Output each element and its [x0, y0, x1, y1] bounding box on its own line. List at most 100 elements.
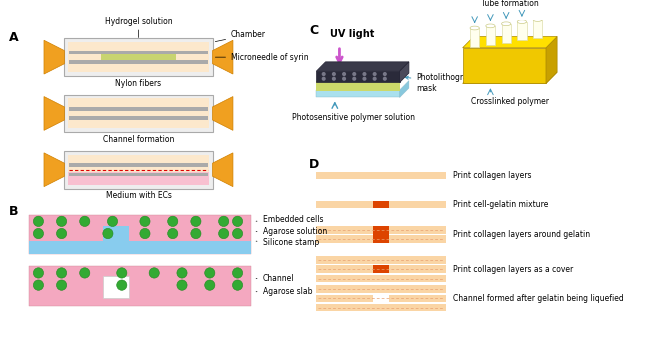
- Circle shape: [332, 77, 336, 81]
- Polygon shape: [213, 153, 233, 187]
- Bar: [64, 95, 213, 132]
- Circle shape: [352, 77, 356, 81]
- Bar: [317, 285, 446, 293]
- Bar: [373, 294, 389, 302]
- Bar: [373, 201, 389, 208]
- Bar: [69, 163, 208, 167]
- Circle shape: [149, 268, 159, 278]
- Bar: [373, 266, 389, 273]
- Circle shape: [218, 228, 229, 239]
- Text: Silicone stamp: Silicone stamp: [256, 238, 318, 248]
- Text: B: B: [9, 205, 18, 218]
- Bar: [317, 235, 446, 243]
- Bar: [69, 60, 208, 64]
- Bar: [68, 42, 209, 72]
- Circle shape: [33, 268, 44, 278]
- Bar: [101, 54, 176, 61]
- Circle shape: [80, 268, 90, 278]
- Circle shape: [332, 72, 336, 76]
- Text: UV light: UV light: [330, 29, 374, 39]
- Circle shape: [33, 228, 44, 239]
- Circle shape: [57, 268, 67, 278]
- Polygon shape: [44, 153, 64, 187]
- Bar: [68, 172, 209, 185]
- Text: Hydrogel solution: Hydrogel solution: [105, 17, 172, 26]
- Circle shape: [322, 77, 326, 81]
- Polygon shape: [44, 97, 64, 130]
- Text: Crosslinked polymer: Crosslinked polymer: [471, 97, 549, 105]
- Text: Channel: Channel: [256, 274, 294, 283]
- Circle shape: [205, 280, 215, 290]
- Bar: [103, 226, 129, 252]
- Text: Channel formed after gelatin being liquefied: Channel formed after gelatin being lique…: [453, 294, 624, 303]
- Circle shape: [342, 77, 346, 81]
- Polygon shape: [400, 81, 409, 98]
- Bar: [533, 19, 542, 38]
- Circle shape: [117, 268, 127, 278]
- Text: Agarose slab: Agarose slab: [256, 287, 312, 296]
- Text: Agarose solution: Agarose solution: [256, 227, 327, 236]
- Text: Nylon fibers: Nylon fibers: [116, 79, 162, 88]
- Bar: [29, 215, 252, 254]
- Circle shape: [57, 228, 67, 239]
- Bar: [317, 266, 446, 273]
- Ellipse shape: [470, 26, 479, 30]
- Text: Print collagen layers as a cover: Print collagen layers as a cover: [453, 265, 573, 274]
- Bar: [317, 226, 446, 234]
- Bar: [103, 276, 129, 298]
- Circle shape: [363, 72, 367, 76]
- Circle shape: [107, 216, 118, 226]
- Bar: [486, 26, 495, 45]
- Bar: [317, 304, 446, 311]
- Text: Print collagen layers: Print collagen layers: [453, 171, 532, 180]
- Bar: [69, 116, 208, 120]
- Circle shape: [191, 228, 201, 239]
- Circle shape: [33, 216, 44, 226]
- Bar: [29, 266, 252, 306]
- Bar: [317, 81, 400, 90]
- Bar: [317, 294, 446, 302]
- Bar: [64, 38, 213, 76]
- Text: A: A: [9, 31, 18, 44]
- Circle shape: [205, 268, 215, 278]
- Bar: [64, 151, 213, 188]
- Text: Chamber: Chamber: [215, 30, 266, 41]
- Circle shape: [383, 72, 387, 76]
- Bar: [317, 256, 446, 264]
- Bar: [317, 85, 400, 91]
- Circle shape: [168, 228, 178, 239]
- Ellipse shape: [517, 20, 526, 23]
- Polygon shape: [213, 40, 233, 74]
- Bar: [68, 155, 209, 185]
- Circle shape: [80, 216, 90, 226]
- Bar: [373, 226, 389, 243]
- Polygon shape: [546, 36, 557, 83]
- Bar: [317, 275, 446, 282]
- Ellipse shape: [502, 22, 511, 26]
- Text: Medium with ECs: Medium with ECs: [105, 191, 172, 200]
- Polygon shape: [463, 72, 557, 83]
- Circle shape: [322, 72, 326, 76]
- Text: Channel formation: Channel formation: [103, 135, 174, 144]
- Circle shape: [372, 77, 377, 81]
- Circle shape: [363, 77, 367, 81]
- Bar: [317, 172, 446, 179]
- Circle shape: [218, 216, 229, 226]
- Bar: [317, 90, 400, 98]
- Circle shape: [191, 216, 201, 226]
- Ellipse shape: [533, 18, 542, 21]
- Polygon shape: [400, 62, 409, 83]
- Bar: [69, 51, 208, 54]
- Text: Photolithography
mask: Photolithography mask: [406, 73, 482, 92]
- Bar: [68, 99, 209, 129]
- Text: Photosensitive polymer solution: Photosensitive polymer solution: [292, 113, 415, 121]
- Text: D: D: [309, 158, 319, 171]
- Text: Print cell-gelatin mixture: Print cell-gelatin mixture: [453, 200, 549, 209]
- Circle shape: [57, 216, 67, 226]
- Bar: [317, 201, 446, 208]
- Bar: [517, 22, 526, 40]
- Text: Microneedle of syrin: Microneedle of syrin: [215, 53, 309, 62]
- Circle shape: [233, 216, 242, 226]
- Text: Embedded cells: Embedded cells: [256, 215, 323, 224]
- Polygon shape: [463, 36, 557, 48]
